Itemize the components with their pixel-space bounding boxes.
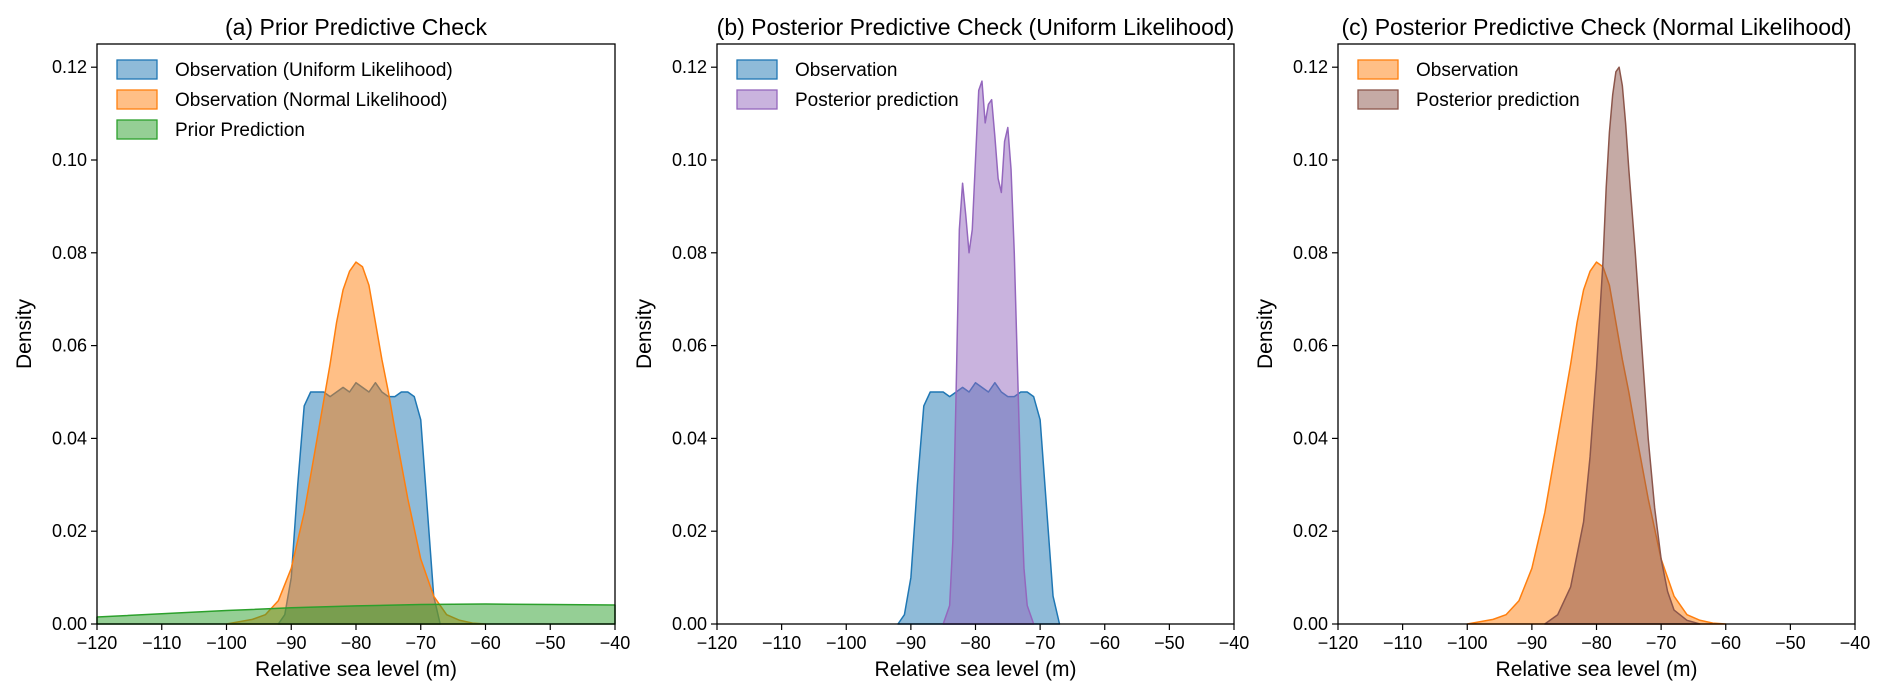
x-tick-label: −100 bbox=[1447, 633, 1488, 653]
y-tick-label: 0.06 bbox=[1293, 336, 1328, 356]
legend-entry: Observation (Uniform Likelihood) bbox=[175, 60, 453, 81]
y-tick-label: 0.04 bbox=[52, 428, 87, 448]
legend-entry: Posterior prediction bbox=[1416, 90, 1580, 111]
series-area-2-2 bbox=[942, 80, 1035, 625]
y-axis-label: Density bbox=[1254, 298, 1277, 369]
x-tick-label: −100 bbox=[206, 633, 247, 653]
x-axis-label: Relative sea level (m) bbox=[1496, 658, 1698, 681]
x-tick-label: −40 bbox=[600, 633, 631, 653]
x-tick-label: −90 bbox=[896, 633, 927, 653]
legend-entry: Observation bbox=[1416, 60, 1518, 81]
x-tick-label: −50 bbox=[535, 633, 566, 653]
y-tick-label: 0.04 bbox=[1293, 428, 1328, 448]
x-tick-label: −80 bbox=[341, 633, 372, 653]
legend: Observation Posterior prediction bbox=[1357, 59, 1580, 111]
legend-swatch bbox=[736, 89, 778, 110]
legend-entry: Observation (Normal Likelihood) bbox=[175, 90, 447, 111]
y-tick-label: 0.06 bbox=[52, 336, 87, 356]
y-tick-label: 0.12 bbox=[672, 57, 707, 77]
y-tick-label: 0.12 bbox=[52, 57, 87, 77]
x-tick-label: −120 bbox=[1318, 633, 1359, 653]
x-tick-label: −90 bbox=[1517, 633, 1548, 653]
series-area-1-2 bbox=[225, 261, 487, 625]
x-tick-label: −60 bbox=[1089, 633, 1120, 653]
y-tick-label: 0.04 bbox=[672, 428, 707, 448]
series-area-1-3 bbox=[96, 603, 616, 625]
chart-title: (b) Posterior Predictive Check (Uniform … bbox=[717, 14, 1235, 40]
y-tick-label: 0.10 bbox=[1293, 150, 1328, 170]
x-tick-label: −80 bbox=[1581, 633, 1612, 653]
x-tick-label: −50 bbox=[1775, 633, 1806, 653]
y-axis-label: Density bbox=[633, 298, 656, 369]
y-tick-label: 0.08 bbox=[52, 243, 87, 263]
series-area-3-2 bbox=[1544, 66, 1701, 625]
legend: Observation (Uniform Likelihood) Observat… bbox=[116, 59, 453, 141]
chart-panel-2: −120 −110 −100 −90 −80 −70 −60 −50 −40 0.00 0.02 0.… bbox=[633, 14, 1249, 681]
x-tick-label: −110 bbox=[1383, 633, 1422, 653]
legend-swatch bbox=[736, 59, 778, 80]
chart-title: (c) Posterior Predictive Check (Normal L… bbox=[1342, 14, 1852, 40]
x-tick-label: −70 bbox=[405, 633, 436, 653]
x-tick-label: −110 bbox=[142, 633, 181, 653]
y-tick-label: 0.02 bbox=[672, 521, 707, 541]
y-tick-label: 0.06 bbox=[672, 336, 707, 356]
x-tick-label: −80 bbox=[960, 633, 991, 653]
legend-entry: Observation bbox=[795, 60, 897, 81]
y-tick-label: 0.02 bbox=[1293, 521, 1328, 541]
x-tick-label: −60 bbox=[1710, 633, 1741, 653]
x-tick-label: −100 bbox=[826, 633, 867, 653]
y-tick-label: 0.02 bbox=[52, 521, 87, 541]
x-tick-label: −50 bbox=[1154, 633, 1185, 653]
y-tick-label: 0.10 bbox=[52, 150, 87, 170]
chart-panel-3: −120 −110 −100 −90 −80 −70 −60 −50 −40 0.00 0.02 0.… bbox=[1254, 14, 1870, 681]
x-tick-label: −60 bbox=[470, 633, 501, 653]
x-tick-label: −40 bbox=[1219, 633, 1250, 653]
chart-title: (a) Prior Predictive Check bbox=[225, 14, 488, 40]
y-tick-label: 0.00 bbox=[672, 614, 707, 634]
legend-swatch bbox=[1357, 59, 1399, 80]
legend-entry: Prior Prediction bbox=[175, 120, 305, 141]
legend: Observation Posterior prediction bbox=[736, 59, 959, 111]
x-tick-label: −120 bbox=[697, 633, 738, 653]
legend-swatch bbox=[116, 59, 158, 80]
x-axis-label: Relative sea level (m) bbox=[255, 658, 457, 681]
x-tick-label: −70 bbox=[1646, 633, 1677, 653]
x-tick-label: −40 bbox=[1840, 633, 1871, 653]
y-tick-label: 0.08 bbox=[672, 243, 707, 263]
y-tick-label: 0.00 bbox=[52, 614, 87, 634]
x-tick-label: −120 bbox=[77, 633, 118, 653]
y-tick-label: 0.08 bbox=[1293, 243, 1328, 263]
legend-swatch bbox=[116, 89, 158, 110]
y-axis-label: Density bbox=[13, 298, 36, 369]
legend-entry: Posterior prediction bbox=[795, 90, 959, 111]
y-tick-label: 0.10 bbox=[672, 150, 707, 170]
x-tick-label: −110 bbox=[762, 633, 801, 653]
chart-panel-1: −120 −110 −100 −90 −80 −70 −60 −50 −40 0.00 0.02 0.… bbox=[13, 14, 630, 681]
legend-swatch bbox=[116, 119, 158, 140]
y-tick-label: 0.12 bbox=[1293, 57, 1328, 77]
legend-swatch bbox=[1357, 89, 1399, 110]
y-tick-label: 0.00 bbox=[1293, 614, 1328, 634]
x-tick-label: −70 bbox=[1025, 633, 1056, 653]
x-axis-label: Relative sea level (m) bbox=[875, 658, 1077, 681]
x-tick-label: −90 bbox=[276, 633, 307, 653]
